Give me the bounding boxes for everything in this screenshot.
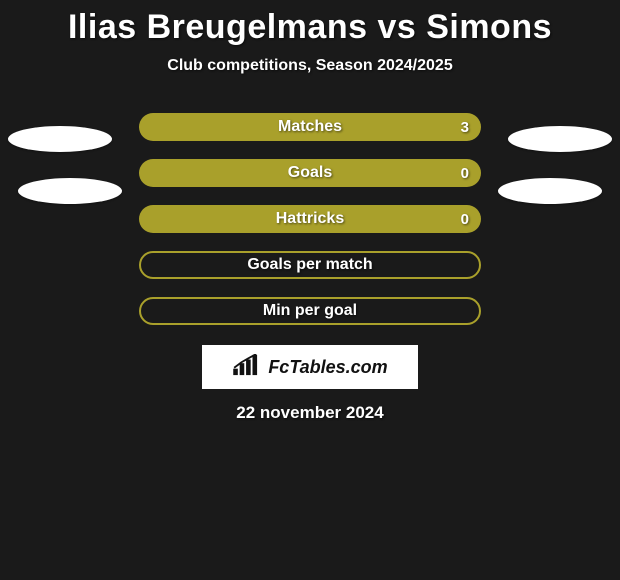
stat-row: Goals per match [139, 251, 481, 279]
stat-row: Goals0 [139, 159, 481, 187]
stat-value: 0 [461, 211, 469, 228]
stat-label: Min per goal [141, 302, 479, 320]
stat-row: Min per goal [139, 297, 481, 325]
stat-row: Hattricks0 [139, 205, 481, 233]
brand-text: FcTables.com [268, 357, 387, 378]
decorative-ellipse-left-1 [8, 126, 112, 152]
decorative-ellipse-left-2 [18, 178, 122, 204]
stat-value: 3 [461, 119, 469, 136]
chart-bars-icon [232, 354, 262, 381]
decorative-ellipse-right-1 [508, 126, 612, 152]
stat-label: Matches [139, 118, 481, 136]
stat-label: Goals per match [141, 256, 479, 274]
subtitle: Club competitions, Season 2024/2025 [0, 57, 620, 75]
decorative-ellipse-right-2 [498, 178, 602, 204]
brand-badge[interactable]: FcTables.com [202, 345, 418, 389]
date-line: 22 november 2024 [0, 403, 620, 423]
page-title: Ilias Breugelmans vs Simons [0, 0, 620, 47]
stat-value: 0 [461, 165, 469, 182]
stat-row: Matches3 [139, 113, 481, 141]
stat-label: Goals [139, 164, 481, 182]
stat-label: Hattricks [139, 210, 481, 228]
